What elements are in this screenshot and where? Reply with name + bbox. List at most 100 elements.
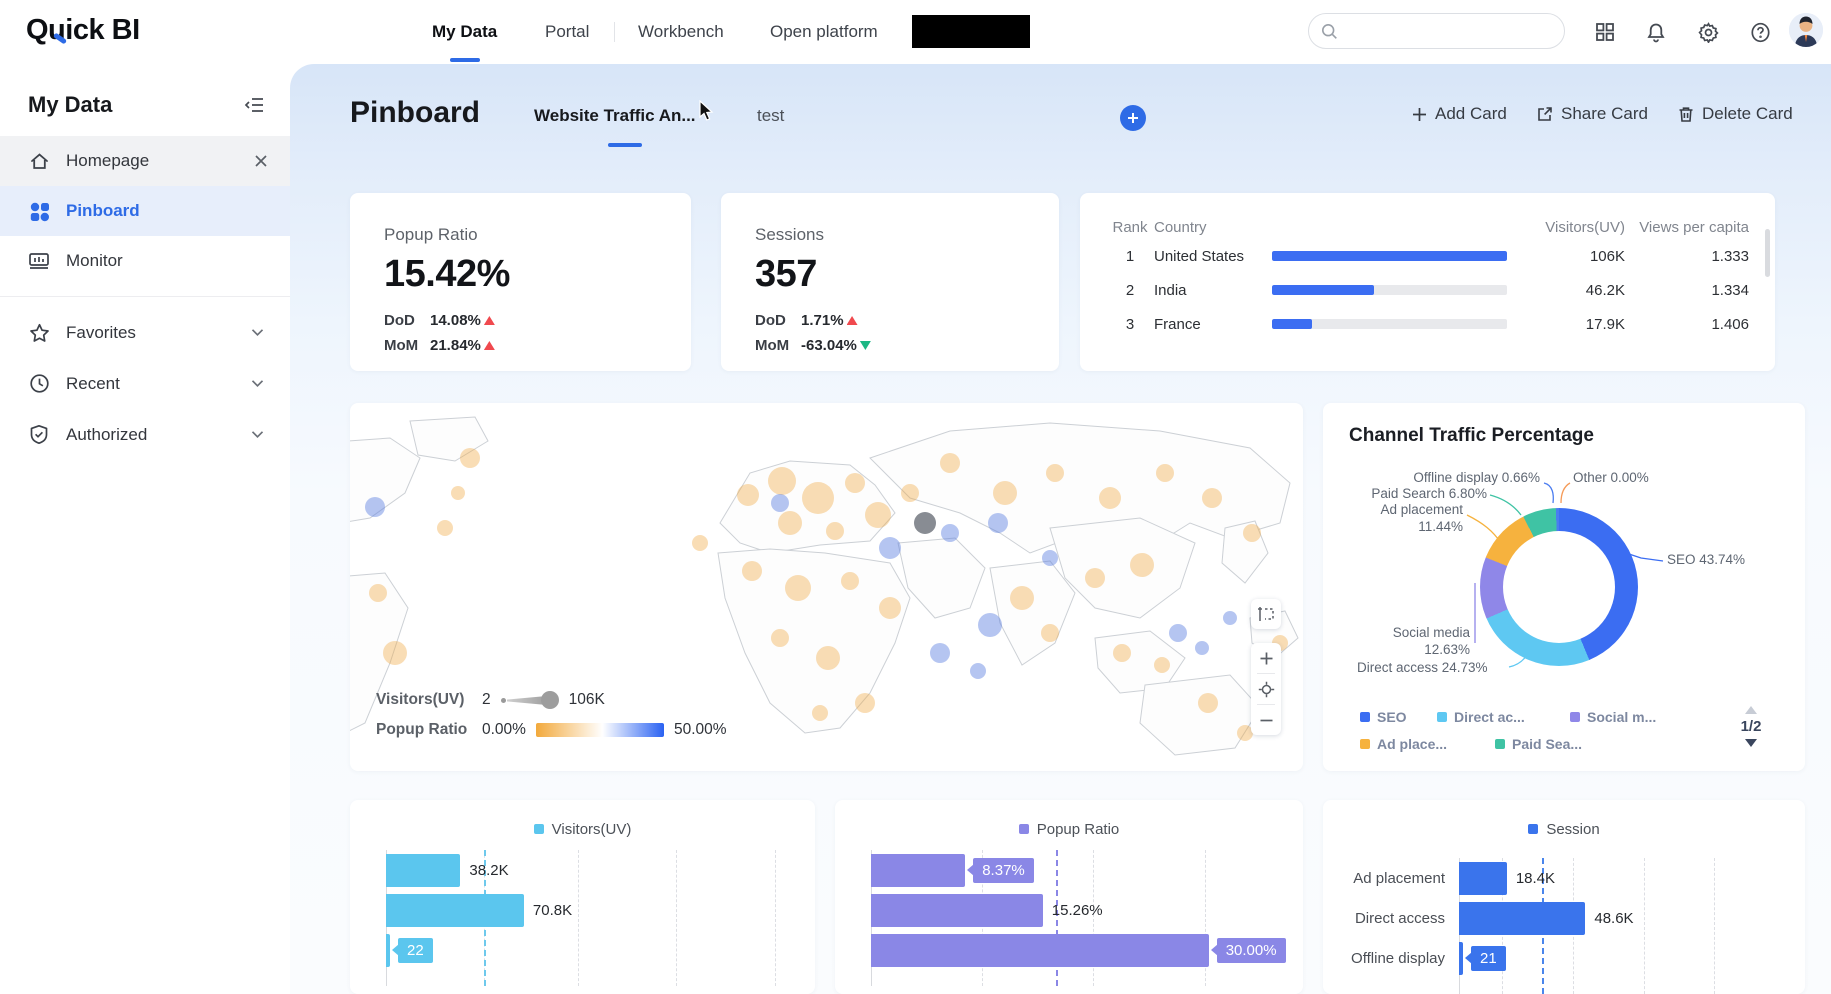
nav-item-workbench[interactable]: Workbench (638, 22, 724, 41)
sidebar-group-recent[interactable]: Recent (0, 358, 290, 409)
chart-legend[interactable]: Visitors(UV) (370, 816, 795, 842)
share-icon (1538, 106, 1552, 121)
legend-item-direct-access[interactable]: Direct ac... (1437, 709, 1525, 725)
average-line (1056, 850, 1059, 986)
apps-grid-icon (1596, 23, 1614, 41)
pager-up-icon[interactable] (1745, 706, 1757, 714)
bar-row: Direct access 48.6K (1343, 898, 1785, 938)
kpi-card-sessions[interactable]: Sessions 357 DoD 1.71% MoM -63.04% (721, 193, 1059, 371)
bar-row: Ad placement 18.4K (1343, 858, 1785, 898)
pager-down-icon[interactable] (1745, 739, 1757, 747)
legend-item-paid-search[interactable]: Paid Sea... (1495, 736, 1582, 752)
zoom-out-button[interactable] (1251, 705, 1281, 735)
bar-plot: Ad placement 18.4K Direct access 48.6K O… (1343, 858, 1785, 994)
star-icon (29, 323, 49, 342)
trend-up-icon (846, 316, 858, 325)
size-legend-label: Visitors(UV) (376, 691, 465, 708)
app-logo[interactable]: Quick BI (26, 14, 140, 47)
channel-traffic-card[interactable]: Channel Traffic Percentage Offline displ… (1323, 403, 1805, 771)
clock-icon (29, 374, 49, 393)
bar-row: 8.37% (871, 850, 1283, 890)
category-label: Offline display (1351, 949, 1445, 967)
pinboard-header: Pinboard Website Traffic An... test Add … (290, 64, 1831, 168)
visitors-bar-card[interactable]: Visitors(UV) 38.2K 70.8K (350, 800, 815, 994)
table-row: 1 United States 106K 1.333 (1125, 247, 1749, 265)
zoom-in-button[interactable] (1251, 643, 1281, 673)
chart-legend[interactable]: Popup Ratio (855, 816, 1283, 842)
scrollbar[interactable] (1765, 229, 1770, 277)
trend-up-icon (483, 341, 495, 350)
kpi-title: Sessions (755, 225, 824, 244)
apps-grid-button[interactable] (1589, 16, 1621, 48)
search-icon (1321, 23, 1337, 39)
nav-item-open-platform[interactable]: Open platform (770, 22, 878, 41)
minus-icon (1260, 719, 1272, 721)
pie-callout-social-media: Social media 12.63% (1392, 625, 1470, 657)
legend-pager: 1/2 (1731, 706, 1771, 747)
pie-callout-seo: SEO 43.74% (1667, 552, 1746, 567)
sidebar-item-homepage[interactable]: Homepage (0, 136, 290, 186)
category-label: Ad placement (1353, 869, 1445, 887)
add-tab-button[interactable] (1120, 105, 1146, 131)
chart-title: Channel Traffic Percentage (1349, 425, 1594, 446)
kpi-metric-dod: DoD 14.08% (384, 308, 691, 333)
sidebar-item-monitor[interactable]: Monitor (0, 236, 290, 286)
help-button[interactable] (1744, 16, 1776, 48)
locate-button[interactable] (1251, 674, 1281, 704)
nav-item-my-data[interactable]: My Data (432, 0, 497, 64)
avatar-image (1789, 13, 1823, 47)
color-legend-max: 50.00% (673, 721, 727, 738)
tab-website-traffic[interactable]: Website Traffic An... (534, 106, 696, 125)
bar-row: 30.00% (871, 930, 1286, 970)
crosshair-icon (1258, 681, 1274, 697)
add-card-button[interactable]: Add Card (1412, 104, 1507, 124)
pie-callout-direct-access: Direct access 24.73% (1357, 660, 1488, 675)
color-legend-gradient (535, 723, 664, 737)
popup-ratio-bar-card[interactable]: Popup Ratio 8.37% 15.26% 30.00% (835, 800, 1303, 994)
map-box-select-button[interactable] (1251, 599, 1281, 629)
world-map-card[interactable]: Visitors(UV) 2 106K Popup Ratio 0.00% 50… (350, 403, 1303, 771)
pie-callout-paid-search: Paid Search 6.80% (1371, 486, 1487, 501)
user-avatar[interactable] (1789, 13, 1823, 47)
legend-item-seo[interactable]: SEO (1360, 709, 1407, 725)
size-legend-cone (500, 691, 559, 709)
legend-item-social-media[interactable]: Social m... (1570, 709, 1656, 725)
nav-item-portal[interactable]: Portal (545, 22, 590, 41)
nav-active-underline (449, 58, 480, 62)
shield-check-icon (30, 424, 48, 445)
bar-row: 70.8K (386, 890, 795, 930)
chevron-down-icon (251, 431, 264, 439)
home-icon (30, 152, 48, 169)
close-icon[interactable] (254, 154, 268, 168)
plus-icon (1128, 113, 1138, 123)
redacted-area (912, 15, 1030, 48)
delete-card-button[interactable]: Delete Card (1678, 104, 1793, 124)
sidebar-group-favorites[interactable]: Favorites (0, 307, 290, 358)
legend-item-ad-placement[interactable]: Ad place... (1360, 736, 1447, 752)
trend-up-icon (483, 316, 495, 325)
kpi-metric-dod: DoD 1.71% (755, 308, 1059, 333)
notifications-button[interactable] (1640, 16, 1672, 48)
bar-plot: 38.2K 70.8K 22 (386, 850, 795, 986)
top-nav: Quick BI My Data Portal Workbench Open p… (0, 0, 1831, 64)
world-map (350, 416, 1299, 756)
bar-row: Offline display 21 (1343, 938, 1785, 978)
settings-button[interactable] (1692, 16, 1724, 48)
sidebar-item-pinboard[interactable]: Pinboard (0, 186, 290, 236)
country-rank-card[interactable]: Rank Country Visitors(UV) Views per capi… (1080, 193, 1775, 371)
gear-icon (1697, 21, 1719, 43)
bar-row: 38.2K (386, 850, 795, 890)
plus-icon (1413, 107, 1426, 121)
collapse-sidebar-icon[interactable] (244, 96, 264, 114)
bar-plot: 8.37% 15.26% 30.00% (871, 850, 1286, 986)
session-bar-card[interactable]: Session Ad placement 18.4K (1323, 800, 1805, 994)
kpi-card-popup-ratio[interactable]: Popup Ratio 15.42% DoD 14.08% MoM 21.84% (350, 193, 691, 371)
tab-test[interactable]: test (757, 106, 785, 125)
share-card-button[interactable]: Share Card (1536, 104, 1648, 124)
color-legend-min: 0.00% (482, 721, 526, 738)
chart-legend[interactable]: Session (1343, 816, 1785, 842)
search-input[interactable] (1338, 23, 1564, 39)
trend-down-icon (859, 341, 871, 350)
search-box[interactable] (1308, 13, 1565, 49)
sidebar-group-authorized[interactable]: Authorized (0, 409, 290, 460)
